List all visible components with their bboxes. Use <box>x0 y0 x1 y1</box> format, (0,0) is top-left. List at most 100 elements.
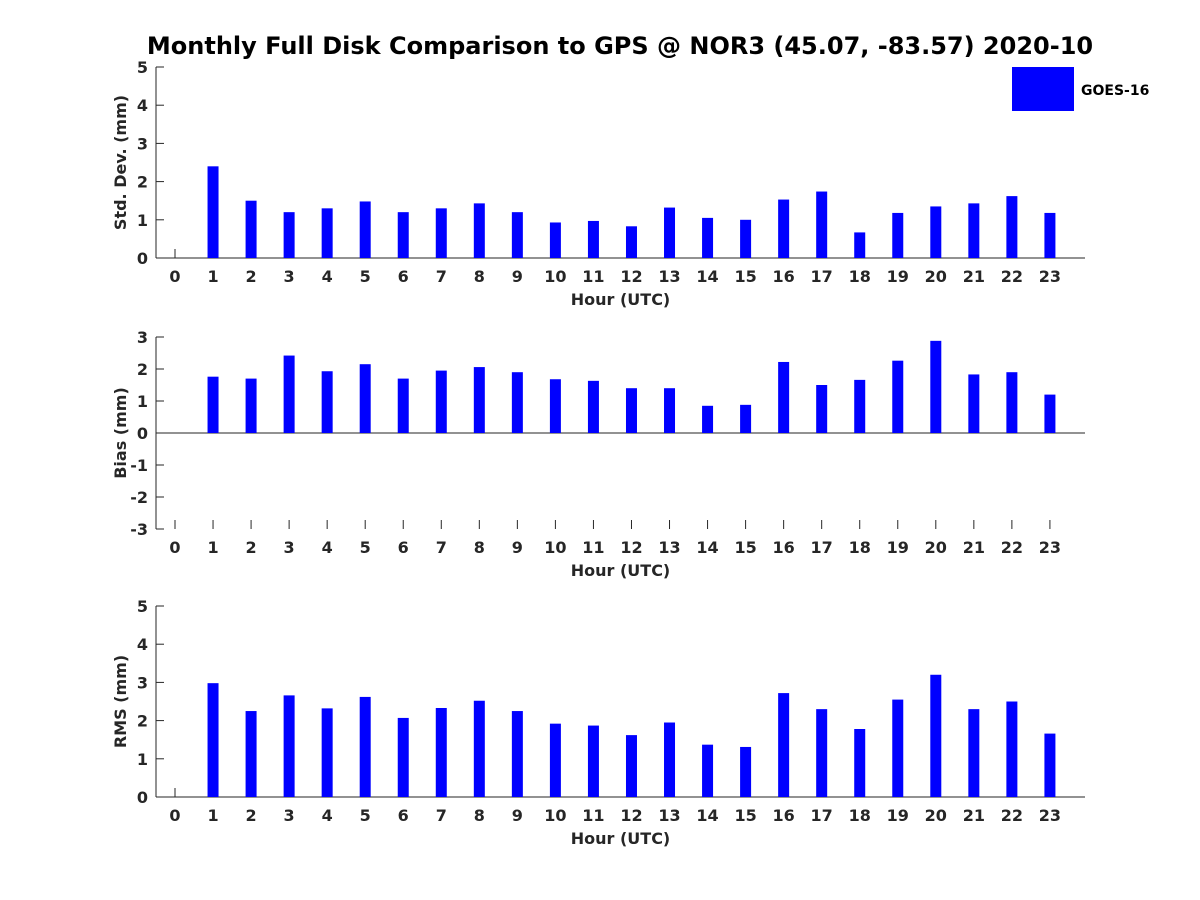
x-tick-label: 0 <box>169 267 180 286</box>
x-tick-label: 1 <box>207 538 218 557</box>
bar-hour-8 <box>473 203 485 258</box>
x-tick-label: 14 <box>696 538 718 557</box>
x-tick-label: 7 <box>436 267 447 286</box>
x-tick-label: 13 <box>658 806 680 825</box>
y-tick-label: 0 <box>137 249 148 268</box>
y-tick-label: 3 <box>137 673 148 692</box>
x-tick-label: 18 <box>849 538 871 557</box>
x-tick-label: 11 <box>582 538 604 557</box>
bar-hour-7 <box>435 707 447 797</box>
x-tick-label: 13 <box>658 267 680 286</box>
x-tick-label: 18 <box>849 267 871 286</box>
x-tick-label: 2 <box>246 806 257 825</box>
x-tick-label: 19 <box>887 267 909 286</box>
bar-hour-4 <box>321 208 333 258</box>
bar-hour-12 <box>625 226 637 258</box>
bar-hour-13 <box>664 207 676 258</box>
x-tick-label: 1 <box>207 806 218 825</box>
bar-hour-10 <box>549 222 561 258</box>
x-tick-label: 3 <box>284 267 295 286</box>
x-tick-label: 8 <box>474 806 485 825</box>
bar-hour-22 <box>1006 372 1018 433</box>
y-axis-label: Bias (mm) <box>111 387 130 479</box>
bar-hour-16 <box>778 361 790 433</box>
x-tick-label: 21 <box>963 267 985 286</box>
x-tick-label: 3 <box>284 538 295 557</box>
y-tick-label: 2 <box>137 173 148 192</box>
bar-hour-14 <box>702 744 714 797</box>
x-tick-label: 14 <box>696 267 718 286</box>
bar-hour-18 <box>854 232 866 258</box>
x-tick-label: 1 <box>207 267 218 286</box>
x-tick-label: 0 <box>169 806 180 825</box>
x-tick-label: 12 <box>620 538 642 557</box>
y-tick-label: 3 <box>137 328 148 347</box>
x-tick-label: 21 <box>963 806 985 825</box>
bar-hour-6 <box>397 212 409 258</box>
x-tick-label: 5 <box>360 806 371 825</box>
bar-hour-16 <box>778 693 790 797</box>
bar-hour-19 <box>892 360 904 433</box>
x-tick-label: 16 <box>773 538 795 557</box>
bar-hour-9 <box>511 711 523 797</box>
bar-hour-1 <box>207 376 219 433</box>
figure-title: Monthly Full Disk Comparison to GPS @ NO… <box>147 32 1093 60</box>
x-tick-label: 10 <box>544 267 566 286</box>
x-tick-label: 23 <box>1039 806 1061 825</box>
y-tick-label: 1 <box>137 750 148 769</box>
bar-hour-15 <box>740 219 752 258</box>
bar-hour-23 <box>1044 394 1056 433</box>
bar-hour-23 <box>1044 212 1056 258</box>
bar-hour-21 <box>968 203 980 258</box>
y-tick-label: 4 <box>137 96 148 115</box>
bar-hour-8 <box>473 700 485 797</box>
bar-hour-5 <box>359 201 371 258</box>
x-tick-label: 22 <box>1001 806 1023 825</box>
bar-hour-7 <box>435 370 447 433</box>
bar-hour-20 <box>930 340 942 433</box>
bar-hour-18 <box>854 729 866 797</box>
x-tick-label: 6 <box>398 538 409 557</box>
bar-hour-11 <box>587 220 599 258</box>
x-tick-label: 6 <box>398 267 409 286</box>
bar-hour-20 <box>930 206 942 258</box>
bar-hour-5 <box>359 364 371 433</box>
x-tick-label: 10 <box>544 538 566 557</box>
bar-hour-5 <box>359 696 371 797</box>
x-tick-label: 0 <box>169 538 180 557</box>
x-tick-label: 4 <box>322 538 333 557</box>
bar-hour-10 <box>549 379 561 433</box>
y-tick-label: 1 <box>137 211 148 230</box>
y-tick-label: 5 <box>137 58 148 77</box>
bar-hour-22 <box>1006 196 1018 258</box>
bar-hour-17 <box>816 385 828 433</box>
x-tick-label: 20 <box>925 267 947 286</box>
y-axis-label: Std. Dev. (mm) <box>111 95 130 230</box>
x-tick-label: 6 <box>398 806 409 825</box>
x-axis-label: Hour (UTC) <box>571 829 671 848</box>
bar-hour-20 <box>930 674 942 797</box>
bar-hour-3 <box>283 695 295 797</box>
bar-hour-10 <box>549 723 561 797</box>
y-tick-label: -3 <box>130 520 148 539</box>
bar-hour-23 <box>1044 733 1056 797</box>
x-tick-label: 17 <box>811 267 833 286</box>
bar-hour-15 <box>740 404 752 433</box>
x-tick-label: 23 <box>1039 267 1061 286</box>
y-tick-label: 1 <box>137 392 148 411</box>
bar-hour-2 <box>245 378 257 433</box>
x-tick-label: 15 <box>734 806 756 825</box>
x-tick-label: 4 <box>322 806 333 825</box>
y-tick-label: 0 <box>137 788 148 807</box>
x-tick-label: 16 <box>773 267 795 286</box>
y-tick-label: 2 <box>137 712 148 731</box>
x-tick-label: 3 <box>284 806 295 825</box>
bar-hour-9 <box>511 372 523 433</box>
y-tick-label: -2 <box>130 488 148 507</box>
x-tick-label: 11 <box>582 267 604 286</box>
y-tick-label: 4 <box>137 635 148 654</box>
